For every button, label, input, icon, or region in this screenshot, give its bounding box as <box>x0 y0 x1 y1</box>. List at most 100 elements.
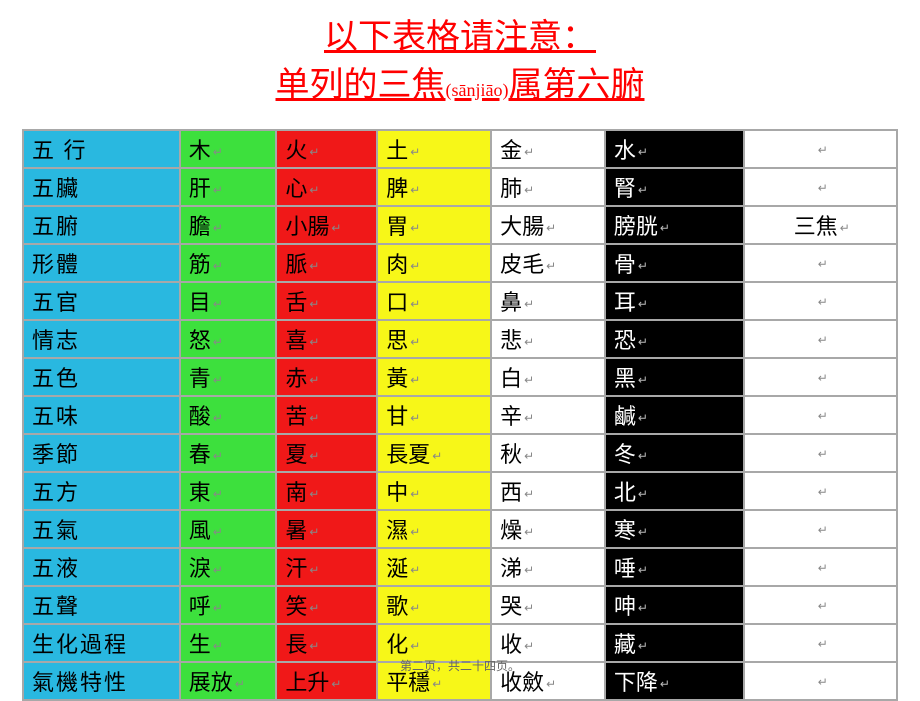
cell-metal: 肺↵ <box>492 169 604 205</box>
cell-fire: 喜↵ <box>277 321 376 357</box>
paragraph-marker-icon: ↵ <box>546 221 556 235</box>
cell-earth: 涎↵ <box>378 549 490 585</box>
cell-water: 冬↵ <box>606 435 744 471</box>
paragraph-marker-icon: ↵ <box>524 373 534 387</box>
table-row: 五液淚↵汗↵涎↵涕↵唾↵↵ <box>24 549 896 585</box>
paragraph-marker-icon: ↵ <box>524 411 534 425</box>
paragraph-marker-icon: ↵ <box>840 221 850 235</box>
cell-water: 耳↵ <box>606 283 744 319</box>
paragraph-marker-icon: ↵ <box>410 335 420 349</box>
paragraph-marker-icon: ↵ <box>638 259 648 273</box>
paragraph-marker-icon: ↵ <box>638 639 648 653</box>
cell-water: 北↵ <box>606 473 744 509</box>
paragraph-marker-icon: ↵ <box>309 183 319 197</box>
cell-earth: 長夏↵ <box>378 435 490 471</box>
cell-wood: 肝↵ <box>181 169 276 205</box>
cell-water: 膀胱↵ <box>606 207 744 243</box>
cell-label: 形體 <box>24 245 179 281</box>
cell-water: 藏↵ <box>606 625 744 661</box>
paragraph-marker-icon: ↵ <box>524 601 534 615</box>
paragraph-marker-icon: ↵ <box>638 297 648 311</box>
title-line-1: 以下表格请注意： <box>0 14 920 62</box>
cell-wood: 目↵ <box>181 283 276 319</box>
table-row: 五 行木↵火↵土↵金↵水↵↵ <box>24 131 896 167</box>
cell-extra: ↵ <box>745 511 896 547</box>
cell-extra: 三焦↵ <box>745 207 896 243</box>
paragraph-marker-icon: ↵ <box>818 637 828 651</box>
paragraph-marker-icon: ↵ <box>638 373 648 387</box>
paragraph-marker-icon: ↵ <box>213 221 223 235</box>
cell-extra: ↵ <box>745 169 896 205</box>
five-elements-table: 五 行木↵火↵土↵金↵水↵↵五臟肝↵心↵脾↵肺↵腎↵↵五腑膽↵小腸↵胃↵大腸↵膀… <box>22 129 898 701</box>
paragraph-marker-icon: ↵ <box>818 599 828 613</box>
cell-wood: 東↵ <box>181 473 276 509</box>
paragraph-marker-icon: ↵ <box>309 525 319 539</box>
paragraph-marker-icon: ↵ <box>524 563 534 577</box>
cell-water: 呻↵ <box>606 587 744 623</box>
paragraph-marker-icon: ↵ <box>524 525 534 539</box>
cell-extra: ↵ <box>745 397 896 433</box>
cell-fire: 汗↵ <box>277 549 376 585</box>
cell-label: 五臟 <box>24 169 179 205</box>
cell-wood: 怒↵ <box>181 321 276 357</box>
paragraph-marker-icon: ↵ <box>410 639 420 653</box>
table-row: 季節春↵夏↵長夏↵秋↵冬↵↵ <box>24 435 896 471</box>
paragraph-marker-icon: ↵ <box>213 639 223 653</box>
paragraph-marker-icon: ↵ <box>410 411 420 425</box>
paragraph-marker-icon: ↵ <box>309 639 319 653</box>
table-container: 五 行木↵火↵土↵金↵水↵↵五臟肝↵心↵脾↵肺↵腎↵↵五腑膽↵小腸↵胃↵大腸↵膀… <box>0 121 920 701</box>
paragraph-marker-icon: ↵ <box>818 371 828 385</box>
paragraph-marker-icon: ↵ <box>818 143 828 157</box>
cell-earth: 土↵ <box>378 131 490 167</box>
paragraph-marker-icon: ↵ <box>213 373 223 387</box>
paragraph-marker-icon: ↵ <box>818 295 828 309</box>
cell-water: 黑↵ <box>606 359 744 395</box>
paragraph-marker-icon: ↵ <box>818 409 828 423</box>
table-row: 五氣風↵暑↵濕↵燥↵寒↵↵ <box>24 511 896 547</box>
cell-metal: 哭↵ <box>492 587 604 623</box>
cell-metal: 悲↵ <box>492 321 604 357</box>
cell-metal: 燥↵ <box>492 511 604 547</box>
paragraph-marker-icon: ↵ <box>213 297 223 311</box>
cell-metal: 收↵ <box>492 625 604 661</box>
cell-fire: 脈↵ <box>277 245 376 281</box>
paragraph-marker-icon: ↵ <box>410 221 420 235</box>
paragraph-marker-icon: ↵ <box>309 601 319 615</box>
cell-extra: ↵ <box>745 473 896 509</box>
paragraph-marker-icon: ↵ <box>410 563 420 577</box>
paragraph-marker-icon: ↵ <box>213 259 223 273</box>
paragraph-marker-icon: ↵ <box>331 221 341 235</box>
table-row: 五方東↵南↵中↵西↵北↵↵ <box>24 473 896 509</box>
cell-extra: ↵ <box>745 283 896 319</box>
paragraph-marker-icon: ↵ <box>524 297 534 311</box>
cell-wood: 筋↵ <box>181 245 276 281</box>
cell-earth: 中↵ <box>378 473 490 509</box>
paragraph-marker-icon: ↵ <box>213 525 223 539</box>
cell-fire: 長↵ <box>277 625 376 661</box>
paragraph-marker-icon: ↵ <box>818 523 828 537</box>
cell-fire: 舌↵ <box>277 283 376 319</box>
paragraph-marker-icon: ↵ <box>638 487 648 501</box>
paragraph-marker-icon: ↵ <box>660 221 670 235</box>
cell-metal: 白↵ <box>492 359 604 395</box>
cell-fire: 笑↵ <box>277 587 376 623</box>
cell-fire: 夏↵ <box>277 435 376 471</box>
cell-earth: 胃↵ <box>378 207 490 243</box>
paragraph-marker-icon: ↵ <box>818 561 828 575</box>
paragraph-marker-icon: ↵ <box>213 335 223 349</box>
cell-metal: 西↵ <box>492 473 604 509</box>
cell-extra: ↵ <box>745 359 896 395</box>
cell-extra: ↵ <box>745 587 896 623</box>
cell-extra: ↵ <box>745 549 896 585</box>
cell-wood: 呼↵ <box>181 587 276 623</box>
paragraph-marker-icon: ↵ <box>546 677 556 691</box>
paragraph-marker-icon: ↵ <box>638 183 648 197</box>
cell-wood: 膽↵ <box>181 207 276 243</box>
cell-fire: 南↵ <box>277 473 376 509</box>
paragraph-marker-icon: ↵ <box>213 449 223 463</box>
paragraph-marker-icon: ↵ <box>432 449 442 463</box>
cell-water: 骨↵ <box>606 245 744 281</box>
cell-water: 恐↵ <box>606 321 744 357</box>
cell-metal: 大腸↵ <box>492 207 604 243</box>
cell-wood: 木↵ <box>181 131 276 167</box>
